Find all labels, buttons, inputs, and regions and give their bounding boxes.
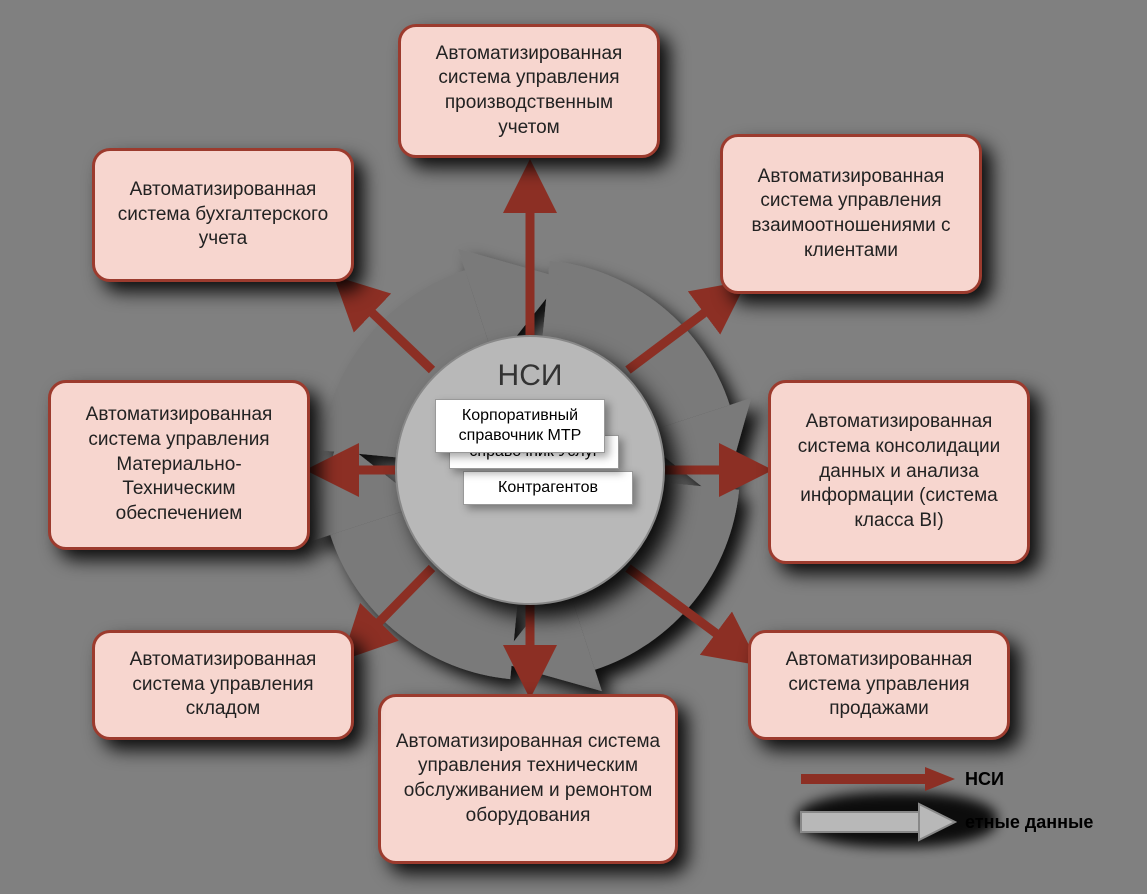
legend-row-nsi: НСИ [797,764,1107,794]
box-sales: Автоматизированная система управления пр… [748,630,1010,740]
legend: НСИ етные данные [797,764,1107,864]
box-bi: Автоматизированная система консолидации … [768,380,1030,564]
legend-label-data: етные данные [965,812,1093,833]
legend-arrow-gray-icon [797,802,957,842]
hub-card-mtr: Корпоративный справочник МТР [435,399,605,453]
box-warehouse: Автоматизированная система управления ск… [92,630,354,740]
box-crm: Автоматизированная система управления вз… [720,134,982,294]
box-mto: Автоматизированная система управления Ма… [48,380,310,550]
hub-card-stack: Корпоративный справочник МТР справочник … [435,399,625,519]
legend-row-data: етные данные [797,802,1107,842]
hub-card-counterparties: Контрагентов [463,471,633,505]
hub-title: НСИ [498,359,563,393]
box-accounting: Автоматизированная система бухгалтерског… [92,148,354,282]
legend-arrow-red-icon [797,764,957,794]
box-maintenance: Автоматизированная система управления те… [378,694,678,864]
box-production: Автоматизированная система управления пр… [398,24,660,158]
diagram-canvas: НСИ Корпоративный справочник МТР справоч… [0,0,1147,894]
hub-nsi: НСИ Корпоративный справочник МТР справоч… [395,335,665,605]
legend-label-nsi: НСИ [965,769,1004,790]
